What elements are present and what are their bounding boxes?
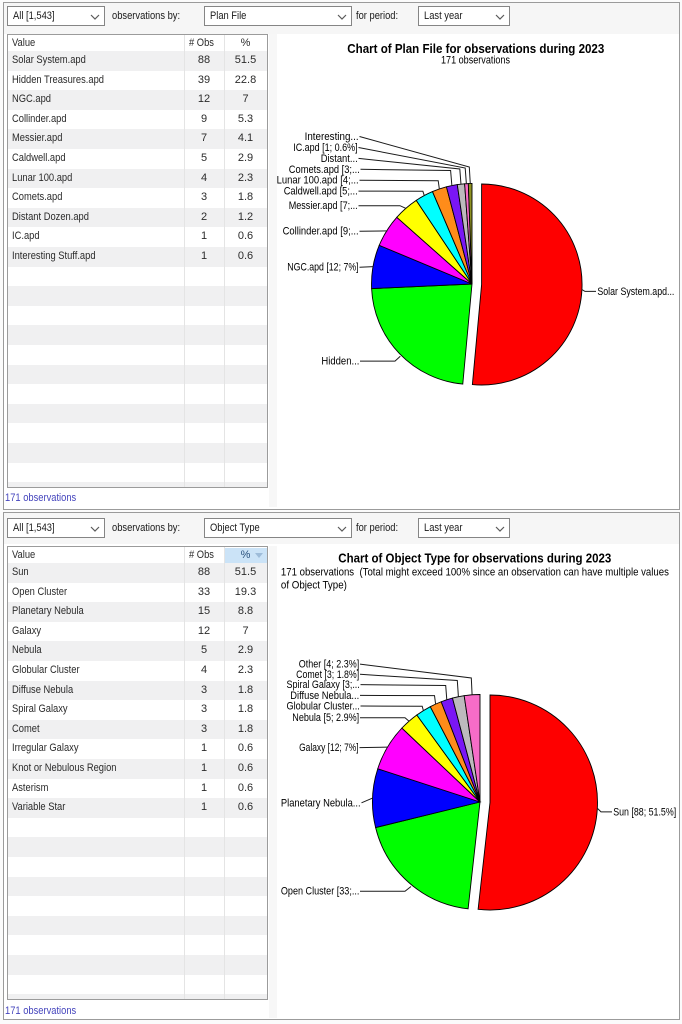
- svg-text:Solar System.apd...: Solar System.apd...: [597, 286, 674, 298]
- svg-text:Spiral Galaxy [3;...: Spiral Galaxy [3;...: [287, 679, 360, 691]
- svg-text:of Object Type): of Object Type): [281, 580, 347, 592]
- svg-text:171 observations: 171 observations: [441, 55, 510, 67]
- svg-text:Planetary Nebula...: Planetary Nebula...: [281, 797, 361, 809]
- svg-text:Galaxy [12; 7%]: Galaxy [12; 7%]: [299, 742, 359, 754]
- svg-text:Chart of Plan File for observa: Chart of Plan File for observations duri…: [347, 42, 604, 56]
- svg-text:Sun [88; 51.5%]: Sun [88; 51.5%]: [613, 806, 676, 818]
- svg-text:Hidden...: Hidden...: [321, 356, 359, 368]
- svg-text:Collinder.apd [9;...: Collinder.apd [9;...: [283, 226, 359, 238]
- svg-text:Comets.apd [3;...: Comets.apd [3;...: [289, 164, 360, 176]
- svg-text:Nebula [5; 2.9%]: Nebula [5; 2.9%]: [292, 712, 359, 724]
- svg-text:NGC.apd [12; 7%]: NGC.apd [12; 7%]: [287, 262, 358, 274]
- svg-text:Messier.apd [7;...: Messier.apd [7;...: [289, 200, 358, 212]
- svg-text:Chart of Object Type for obser: Chart of Object Type for observations du…: [338, 552, 611, 566]
- svg-text:Diffuse Nebula...: Diffuse Nebula...: [290, 690, 359, 702]
- svg-text:Distant...: Distant...: [321, 153, 358, 165]
- svg-text:Globular Cluster...: Globular Cluster...: [287, 701, 360, 713]
- svg-text:171 observations (Total might: 171 observations (Total might exceed 100…: [281, 566, 669, 578]
- svg-text:Comet [3; 1.8%]: Comet [3; 1.8%]: [296, 669, 359, 681]
- svg-text:Interesting...: Interesting...: [305, 131, 359, 143]
- svg-text:IC.apd [1; 0.6%]: IC.apd [1; 0.6%]: [293, 142, 358, 154]
- svg-text:Caldwell.apd [5;...: Caldwell.apd [5;...: [284, 186, 358, 198]
- svg-text:Open Cluster [33;...: Open Cluster [33;...: [281, 885, 360, 897]
- svg-text:Other [4; 2.3%]: Other [4; 2.3%]: [299, 659, 359, 671]
- svg-text:Lunar 100.apd [4;...: Lunar 100.apd [4;...: [277, 175, 359, 187]
